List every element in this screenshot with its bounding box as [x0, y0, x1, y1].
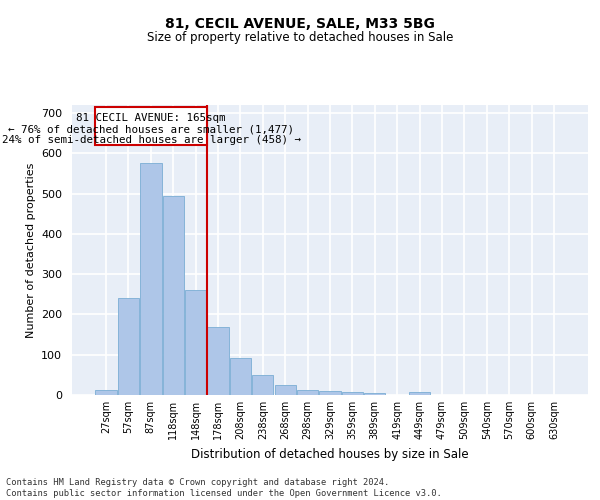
- Bar: [118, 298, 139, 395]
- Bar: [95, 390, 117, 395]
- Text: Contains HM Land Registry data © Crown copyright and database right 2024.
Contai: Contains HM Land Registry data © Crown c…: [6, 478, 442, 498]
- Bar: [409, 392, 430, 395]
- Bar: [140, 164, 161, 395]
- Y-axis label: Number of detached properties: Number of detached properties: [26, 162, 35, 338]
- Bar: [185, 290, 206, 395]
- Bar: [364, 392, 385, 395]
- Text: 81 CECIL AVENUE: 165sqm: 81 CECIL AVENUE: 165sqm: [76, 112, 226, 122]
- Text: 81, CECIL AVENUE, SALE, M33 5BG: 81, CECIL AVENUE, SALE, M33 5BG: [165, 18, 435, 32]
- Bar: [95, 107, 207, 146]
- Bar: [275, 385, 296, 395]
- Bar: [163, 196, 184, 395]
- Bar: [297, 390, 318, 395]
- Text: 24% of semi-detached houses are larger (458) →: 24% of semi-detached houses are larger (…: [2, 136, 301, 145]
- Text: Size of property relative to detached houses in Sale: Size of property relative to detached ho…: [147, 31, 453, 44]
- Bar: [208, 326, 229, 395]
- Bar: [230, 358, 251, 395]
- Bar: [319, 391, 341, 395]
- Bar: [252, 375, 274, 395]
- X-axis label: Distribution of detached houses by size in Sale: Distribution of detached houses by size …: [191, 448, 469, 460]
- Text: ← 76% of detached houses are smaller (1,477): ← 76% of detached houses are smaller (1,…: [8, 124, 294, 134]
- Bar: [342, 392, 363, 395]
